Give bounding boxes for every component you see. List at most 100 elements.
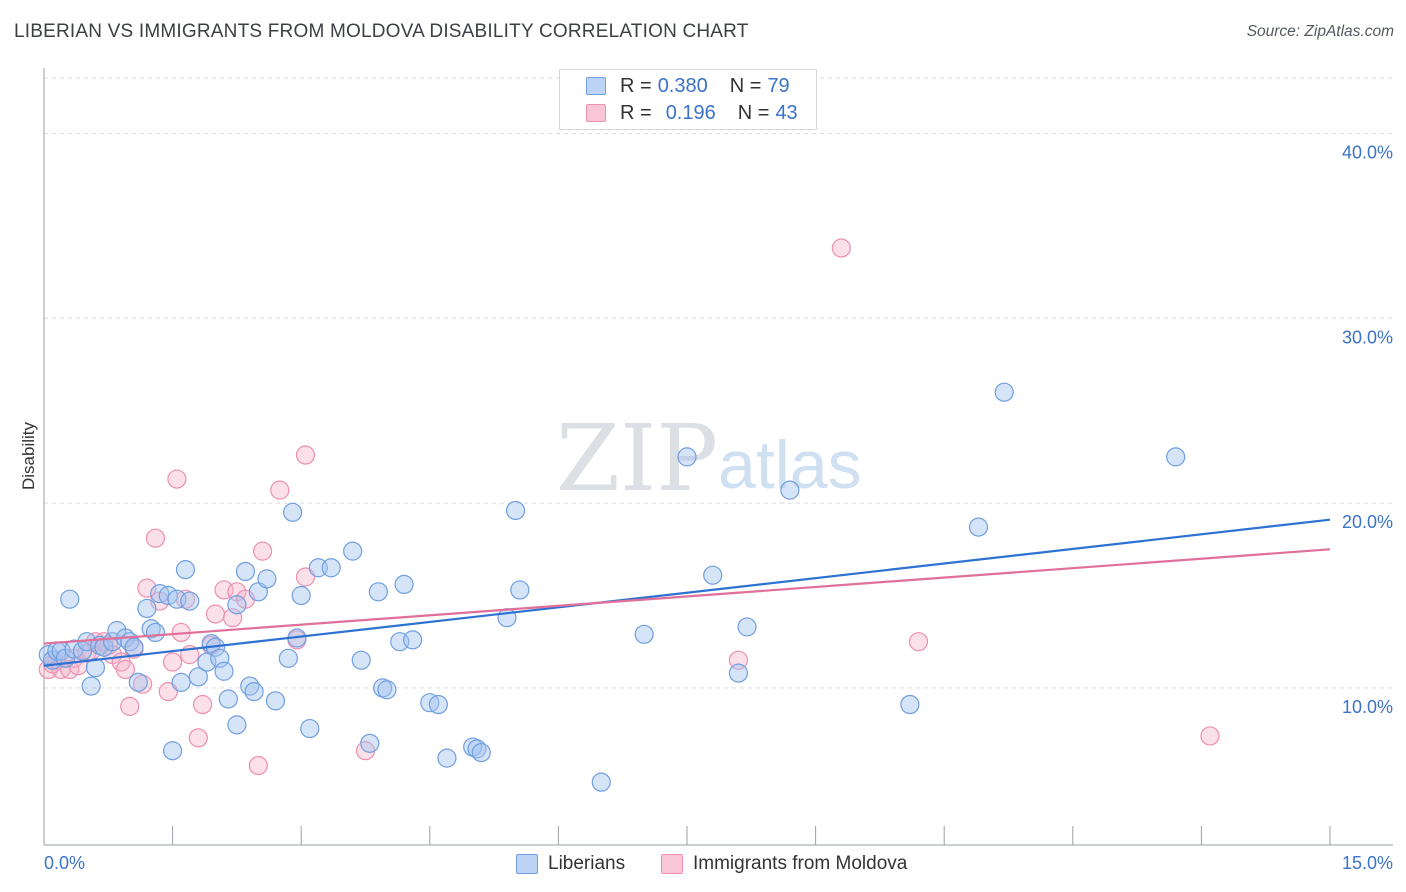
- liberian-point: [968, 517, 989, 537]
- liberian-point: [343, 541, 363, 561]
- bottom-legend-swatch-blue: [516, 854, 538, 874]
- liberian-points: [38, 382, 1186, 792]
- legend-r-label: R =: [620, 101, 652, 124]
- moldova-point: [1200, 726, 1220, 746]
- legend-n-value: 43: [775, 101, 798, 124]
- legend-r-value: 0.380: [657, 74, 708, 97]
- liberian-point: [300, 718, 320, 739]
- watermark-atlas: atlas: [718, 427, 862, 503]
- liberian-point: [145, 622, 166, 643]
- liberian-point: [227, 715, 247, 735]
- x-tick-label-max: 15.0%: [1342, 853, 1393, 873]
- legend-row-moldova: R = 0.196 N = 43: [586, 101, 798, 125]
- liberian-point: [780, 480, 800, 500]
- y-axis-label: Disability: [19, 421, 38, 490]
- liberian-point: [321, 558, 341, 578]
- liberian-point: [1166, 447, 1186, 467]
- y-tick-label: 20.0%: [1342, 512, 1393, 532]
- liberian-point: [471, 742, 491, 763]
- moldova-point: [253, 541, 273, 561]
- liberian-point: [377, 680, 397, 700]
- moldova-point: [270, 480, 290, 500]
- liberian-point: [85, 657, 106, 678]
- liberian-point: [677, 447, 697, 467]
- moldova-point: [115, 659, 136, 680]
- liberian-point: [197, 652, 217, 672]
- watermark-zip: ZIP: [556, 405, 718, 512]
- x-tick-label-min: 0.0%: [44, 853, 85, 873]
- liberian-point: [703, 565, 723, 585]
- liberian-point: [728, 663, 749, 683]
- source-label: Source: ZipAtlas.com: [1246, 23, 1394, 40]
- liberian-point: [60, 589, 80, 609]
- y-tick-labels: 10.0% 20.0% 30.0% 40.0%: [1342, 142, 1393, 716]
- liberian-point: [360, 733, 380, 753]
- legend-swatch-blue: [586, 77, 606, 95]
- moldova-point: [145, 528, 166, 548]
- liberian-point: [265, 691, 286, 711]
- liberian-point: [227, 595, 247, 615]
- y-tick-label: 40.0%: [1342, 142, 1393, 162]
- moldova-point: [908, 632, 929, 652]
- liberian-point: [591, 772, 611, 792]
- legend-row-liberians: R = 0.380 N = 79: [586, 74, 790, 98]
- liberian-point: [163, 741, 183, 761]
- legend-r-value: 0.196: [665, 101, 716, 124]
- moldova-point: [120, 696, 140, 716]
- liberian-point: [124, 637, 144, 657]
- moldova-point: [295, 445, 316, 465]
- liberian-point: [634, 624, 654, 644]
- liberian-point: [218, 689, 238, 709]
- liberian-point: [81, 676, 101, 696]
- liberian-trend-line: [43, 518, 1331, 667]
- liberian-point: [244, 681, 264, 702]
- legend-n-label: N =: [737, 101, 770, 124]
- liberian-point: [180, 591, 200, 611]
- liberian-point: [283, 502, 303, 522]
- liberian-point: [175, 560, 196, 580]
- liberian-point: [505, 500, 526, 521]
- liberian-point: [188, 667, 208, 687]
- moldova-point: [831, 238, 851, 258]
- liberian-point: [137, 598, 157, 619]
- moldova-point: [193, 694, 213, 715]
- liberian-point: [403, 630, 423, 650]
- moldova-point: [158, 681, 178, 702]
- liberian-point: [128, 672, 148, 692]
- liberian-point: [214, 661, 234, 681]
- moldova-point: [295, 567, 316, 587]
- y-tick-label: 30.0%: [1342, 327, 1393, 347]
- liberian-point: [291, 585, 311, 606]
- bottom-legend-liberians: Liberians: [516, 851, 625, 877]
- legend-swatch-pink: [586, 104, 606, 122]
- moldova-point: [188, 728, 208, 748]
- liberian-point: [900, 694, 920, 715]
- correlation-legend: R = 0.380 N = 79 R = 0.196 N = 43: [559, 69, 817, 130]
- chart-title: LIBERIAN VS IMMIGRANTS FROM MOLDOVA DISA…: [14, 21, 749, 42]
- axes: [43, 68, 1393, 846]
- y-tick-label: 10.0%: [1342, 697, 1393, 717]
- liberian-point: [72, 641, 93, 661]
- liberian-point: [437, 748, 457, 768]
- moldova-point: [163, 652, 183, 672]
- moldova-point: [205, 604, 226, 624]
- legend-n-label: N =: [729, 74, 762, 97]
- liberian-point: [171, 672, 191, 692]
- liberian-point: [994, 382, 1014, 402]
- trend-lines: [43, 518, 1331, 667]
- legend-r-label: R =: [620, 74, 652, 97]
- liberian-point: [235, 561, 256, 582]
- bottom-legend-label: Immigrants from Moldova: [693, 853, 908, 874]
- legend-n-value: 79: [767, 74, 790, 97]
- liberian-point: [394, 574, 414, 595]
- moldova-point: [248, 755, 268, 776]
- liberian-point: [278, 648, 298, 668]
- bottom-legend-label: Liberians: [548, 853, 626, 874]
- liberian-point: [368, 582, 388, 602]
- liberian-point: [737, 617, 757, 637]
- liberian-point: [428, 694, 448, 715]
- liberian-point: [351, 650, 371, 670]
- liberian-point: [257, 569, 277, 589]
- moldova-point: [167, 469, 187, 489]
